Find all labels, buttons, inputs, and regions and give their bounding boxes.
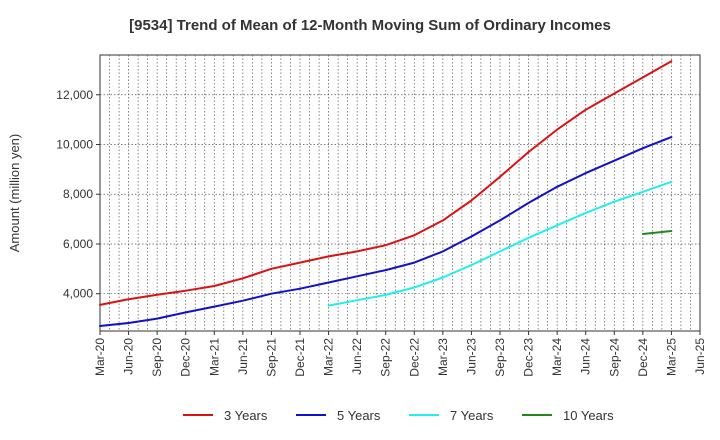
x-tick-label: Jun-21 [236, 338, 250, 375]
x-tick-label: Jun-20 [122, 338, 136, 375]
x-tick-label: Mar-22 [322, 338, 336, 376]
legend-label-5-years: 5 Years [337, 408, 381, 423]
y-axis-label: Amount (million yen) [7, 134, 22, 253]
x-tick-label: Mar-24 [550, 338, 564, 376]
x-tick-label: Dec-22 [407, 338, 421, 377]
series-line-3-years [99, 60, 673, 306]
x-tick-label: Jun-24 [579, 338, 593, 375]
legend-label-7-years: 7 Years [450, 408, 494, 423]
series-line-10-years [641, 230, 673, 235]
series-line-7-years [327, 180, 673, 307]
x-tick-label: Dec-24 [636, 338, 650, 377]
x-tick-label: Jun-22 [350, 338, 364, 375]
x-tick-label: Sep-24 [607, 338, 621, 377]
legend-label-3-years: 3 Years [224, 408, 268, 423]
x-tick-label: Sep-20 [150, 338, 164, 377]
legend: 3 Years 5 Years 7 Years 10 Years [183, 408, 614, 423]
x-tick-label: Jun-23 [464, 338, 478, 375]
x-tick-label: Mar-23 [436, 338, 450, 376]
x-tick-label: Mar-20 [93, 338, 107, 376]
y-tick-label: 12,000 [56, 88, 93, 102]
series-line-5-years [99, 136, 673, 327]
x-tick-label: Mar-21 [207, 338, 221, 376]
y-tick-label: 4,000 [63, 287, 93, 301]
y-tick-label: 10,000 [56, 138, 93, 152]
x-tick-label: Dec-20 [179, 338, 193, 377]
y-tick-label: 8,000 [63, 187, 93, 201]
x-tick-label: Sep-22 [379, 338, 393, 377]
legend-label-10-years: 10 Years [563, 408, 614, 423]
grid-lines [100, 55, 700, 331]
x-tick-label: Dec-21 [293, 338, 307, 377]
series-lines [99, 60, 673, 327]
y-axis-ticks: 4,000 6,000 8,000 10,000 12,000 [56, 88, 100, 301]
chart-title: [9534] Trend of Mean of 12-Month Moving … [129, 17, 611, 34]
x-tick-label: Dec-23 [522, 338, 536, 377]
y-tick-label: 6,000 [63, 237, 93, 251]
x-tick-label: Sep-21 [264, 338, 278, 377]
x-tick-label: Jun-25 [693, 338, 707, 375]
x-axis-ticks: Mar-20 Jun-20 Sep-20 Dec-20 Mar-21 Jun-21 Sep-… [93, 331, 707, 377]
x-tick-label: Mar-25 [664, 338, 678, 376]
x-tick-label: Sep-23 [493, 338, 507, 377]
